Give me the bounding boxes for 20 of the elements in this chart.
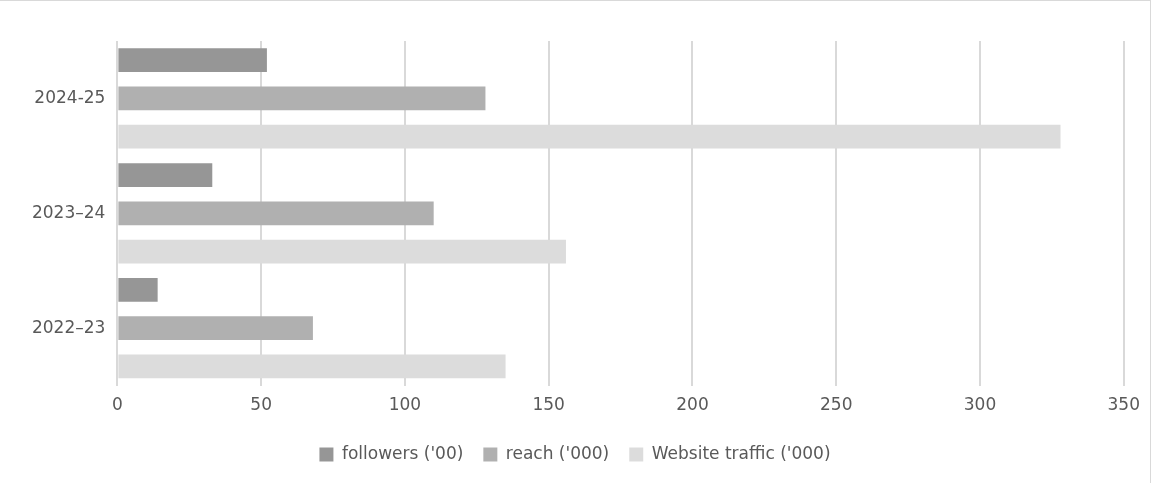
x-tick-label: 300 xyxy=(963,394,997,415)
y-tick-label: 2022–23 xyxy=(31,316,106,337)
y-tick-label: 2023–24 xyxy=(31,201,106,222)
x-tick-label: 200 xyxy=(676,394,709,415)
y-tick-label: 2024-25 xyxy=(34,86,106,107)
bar xyxy=(118,86,486,111)
x-tick-label: 150 xyxy=(532,394,565,415)
legend-label: reach ('000) xyxy=(505,442,610,463)
bar xyxy=(118,48,267,73)
x-tick-label: 250 xyxy=(820,394,853,415)
bar xyxy=(118,163,213,187)
x-tick-label: 0 xyxy=(111,394,123,415)
bar xyxy=(118,316,313,341)
x-tick-label: 100 xyxy=(388,394,422,415)
bar xyxy=(118,278,158,302)
bar xyxy=(118,201,434,226)
x-tick-label: 350 xyxy=(1107,394,1140,415)
x-tick-label: 50 xyxy=(250,394,272,415)
legend-label: followers ('00) xyxy=(341,442,464,463)
legend-label: Website traffic ('000) xyxy=(651,442,831,463)
